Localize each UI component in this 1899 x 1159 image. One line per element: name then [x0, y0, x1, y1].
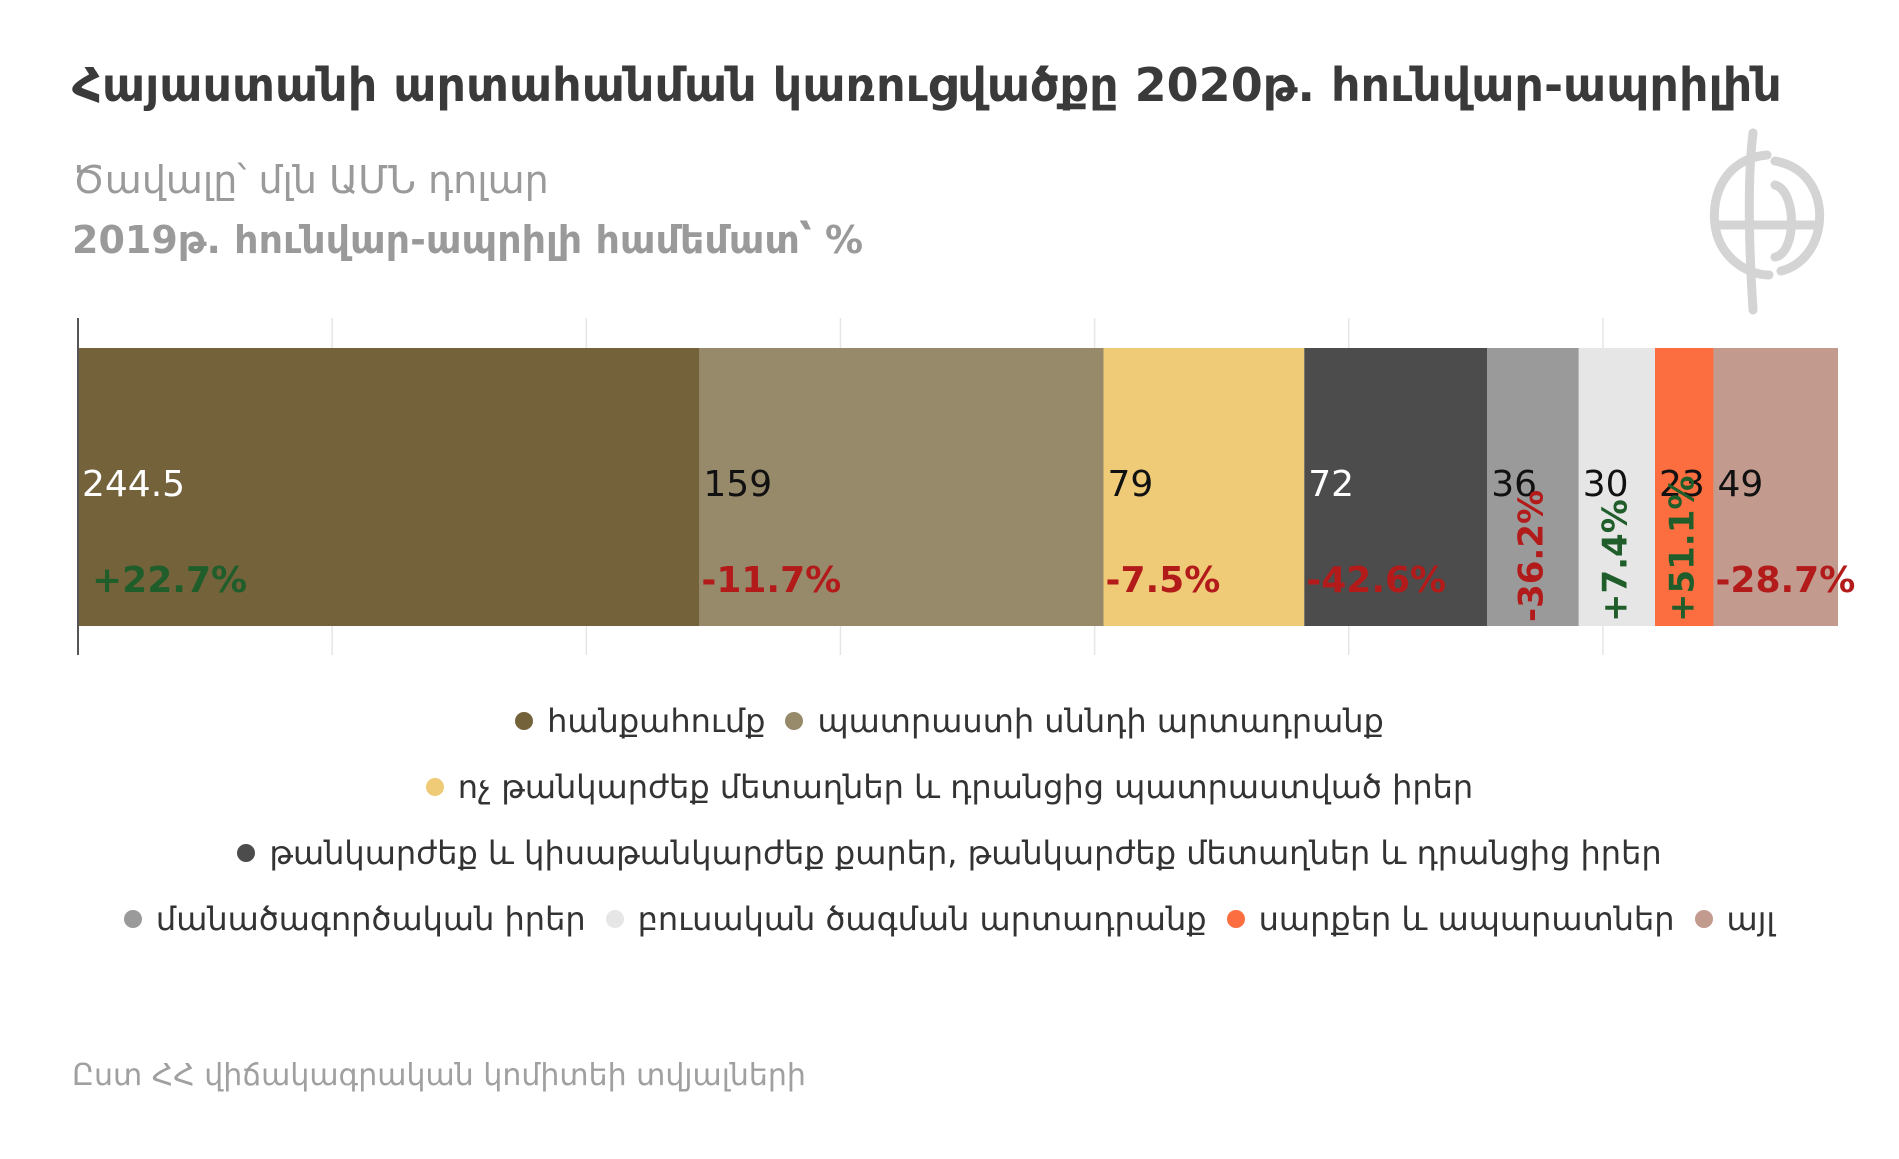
legend-label: այլ — [1726, 900, 1776, 938]
bar-segment — [1103, 348, 1305, 626]
legend-dot-icon — [785, 712, 804, 730]
legend-item-textiles: մանածագործական իրեր — [123, 900, 586, 938]
legend-row: ոչ թանկարժեք մետաղներ և դրանցից պատրաստվ… — [0, 754, 1899, 820]
legend-dot-icon — [1694, 910, 1713, 928]
value-labels: 244.5 159 79 72 36 30 23 49 — [82, 464, 1763, 505]
globe-monogram-logo-icon — [1709, 128, 1825, 315]
change-label: -11.7% — [701, 560, 841, 601]
legend-row: մանածագործական իրեր բուսական ծագման արտա… — [0, 886, 1899, 952]
legend-dot-icon — [425, 778, 444, 796]
bar-segment — [78, 348, 700, 626]
chart-subtitle-volume: Ծավալը՝ մլն ԱՄՆ դոլար — [72, 158, 549, 202]
legend-item-other: այլ — [1694, 900, 1776, 938]
legend-dot-icon — [1226, 910, 1245, 928]
chart-legend: հանքահումք պատրաստի սննդի արտադրանք ոչ թ… — [0, 688, 1899, 952]
legend-row: թանկարժեք և կիսաթանկարժեք քարեր, թանկարժ… — [0, 820, 1899, 886]
chart-title: Հայաստանի արտահանման կառուցվածքը 2020թ. … — [72, 58, 1782, 112]
change-label: -36.2% — [1512, 490, 1552, 622]
bar-segment — [1713, 348, 1838, 626]
value-label: 23 — [1659, 464, 1705, 505]
legend-label: հանքահումք — [547, 702, 766, 740]
change-label: +51.1% — [1663, 476, 1703, 622]
change-label: +7.4% — [1595, 499, 1635, 622]
value-label: 72 — [1308, 464, 1354, 505]
legend-label: սարքեր և ապարատներ — [1258, 900, 1675, 938]
legend-dot-icon — [123, 910, 142, 928]
legend-item-mineral: հանքահումք — [515, 702, 765, 740]
bar-segment — [1487, 348, 1579, 626]
bar-segment — [699, 348, 1104, 626]
change-labels: +22.7% -11.7% -7.5% -42.6% -36.2% +7.4% +51.1%… — [92, 476, 1855, 622]
value-label: 36 — [1491, 464, 1537, 505]
bar-segments — [78, 348, 1838, 626]
bar-segment — [1655, 348, 1714, 626]
value-label: 159 — [703, 464, 772, 505]
value-label: 244.5 — [82, 464, 185, 505]
bar-segment — [1578, 348, 1656, 626]
bar-segment — [1304, 348, 1488, 626]
source-note: Ըստ ՀՀ վիճակագրական կոմիտեի տվյալների — [72, 1058, 806, 1093]
change-label: -7.5% — [1106, 560, 1221, 601]
legend-label: մանածագործական իրեր — [155, 900, 586, 938]
change-label: -42.6% — [1306, 560, 1446, 601]
legend-item-food: պատրաստի սննդի արտադրանք — [785, 702, 1384, 740]
legend-label: թանկարժեք և կիսաթանկարժեք քարեր, թանկարժ… — [269, 834, 1662, 872]
legend-dot-icon — [605, 910, 624, 928]
legend-dot-icon — [515, 712, 534, 730]
legend-row: հանքահումք պատրաստի սննդի արտադրանք — [0, 688, 1899, 754]
legend-item-machinery: սարքեր և ապարատներ — [1226, 900, 1675, 938]
legend-item-vegetable: բուսական ծագման արտադրանք — [605, 900, 1207, 938]
legend-label: բուսական ծագման արտադրանք — [637, 900, 1207, 938]
chart-subtitle-comparison: 2019թ. հունվար-ապրիլի համեմատ՝ % — [72, 218, 864, 262]
legend-label: ոչ թանկարժեք մետաղներ և դրանցից պատրաստվ… — [457, 768, 1474, 806]
legend-item-precious-stones: թանկարժեք և կիսաթանկարժեք քարեր, թանկարժ… — [237, 834, 1662, 872]
stacked-bar-chart: 244.5 159 79 72 36 30 23 49 +22.7% -11.7% -7.5% -4… — [77, 318, 1855, 655]
value-label: 30 — [1583, 464, 1629, 505]
legend-dot-icon — [237, 844, 256, 862]
legend-item-base-metals: ոչ թանկարժեք մետաղներ և դրանցից պատրաստվ… — [425, 768, 1474, 806]
change-label: -28.7% — [1715, 560, 1855, 601]
value-label: 49 — [1717, 464, 1763, 505]
value-label: 79 — [1108, 464, 1154, 505]
legend-label: պատրաստի սննդի արտադրանք — [817, 702, 1384, 740]
change-label: +22.7% — [92, 560, 247, 601]
